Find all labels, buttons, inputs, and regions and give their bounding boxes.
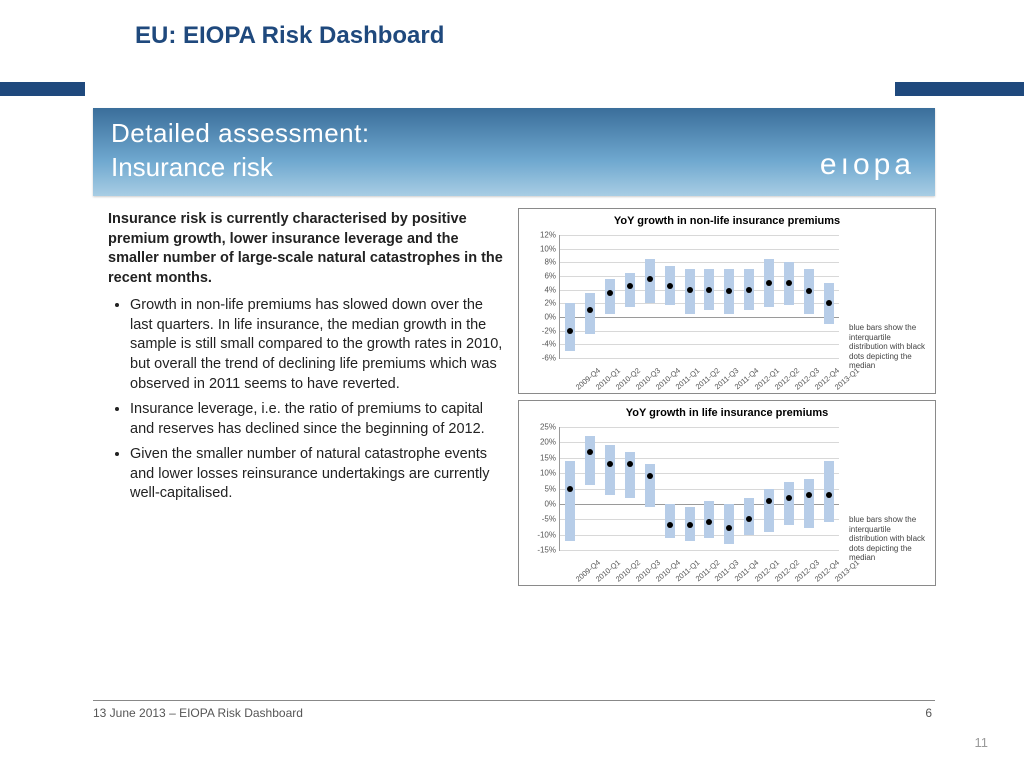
iqr-bar (625, 273, 635, 307)
median-dot (647, 473, 653, 479)
y-axis-label: 0% (530, 499, 556, 508)
median-dot (726, 288, 732, 294)
y-axis-label: -10% (530, 530, 556, 539)
bullet-list: Growth in non-life premiums has slowed d… (108, 296, 503, 504)
list-item: Insurance leverage, i.e. the ratio of pr… (130, 400, 503, 439)
iqr-bar (804, 479, 814, 528)
iqr-bar (605, 279, 615, 313)
median-dot (706, 287, 712, 293)
median-dot (607, 290, 613, 296)
median-dot (567, 486, 573, 492)
iqr-bar (605, 445, 615, 494)
chart-nonlife: YoY growth in non-life insurance premium… (518, 208, 936, 394)
median-dot (587, 449, 593, 455)
median-dot (687, 522, 693, 528)
y-axis-label: 15% (530, 453, 556, 462)
iqr-bar (764, 489, 774, 532)
y-axis-label: -5% (530, 515, 556, 524)
body-text: Insurance risk is currently characterise… (108, 210, 503, 510)
y-axis-label: 0% (530, 313, 556, 322)
y-axis-label: -6% (530, 354, 556, 363)
median-dot (627, 283, 633, 289)
banner-line2: Insurance risk (111, 152, 273, 183)
charts-panel: YoY growth in non-life insurance premium… (518, 208, 936, 592)
median-dot (766, 498, 772, 504)
median-dot (786, 280, 792, 286)
banner-line1: Detailed assessment: (111, 118, 370, 149)
y-axis-label: -15% (530, 546, 556, 555)
median-dot (607, 461, 613, 467)
y-axis-label: 20% (530, 438, 556, 447)
y-axis-label: 10% (530, 244, 556, 253)
median-dot (687, 287, 693, 293)
iqr-bar (665, 504, 675, 538)
chart-life: YoY growth in life insurance premiums -1… (518, 400, 936, 586)
median-dot (567, 328, 573, 334)
y-axis-label: 6% (530, 272, 556, 281)
y-axis-label: 25% (530, 423, 556, 432)
y-axis-label: -4% (530, 340, 556, 349)
median-dot (706, 519, 712, 525)
median-dot (746, 516, 752, 522)
chart-title: YoY growth in non-life insurance premium… (525, 215, 929, 227)
chart-plot: -15%-10%-5%0%5%10%15%20%25% (559, 427, 839, 551)
median-dot (786, 495, 792, 501)
y-axis-label: 5% (530, 484, 556, 493)
divider-bar (0, 82, 1024, 96)
iqr-bar (585, 436, 595, 485)
chart-note: blue bars show the interquartile distrib… (849, 515, 927, 563)
page-title: EU: EIOPA Risk Dashboard (135, 22, 444, 50)
y-axis-label: 2% (530, 299, 556, 308)
median-dot (667, 522, 673, 528)
median-dot (806, 288, 812, 294)
footer-outer-page: 11 (975, 735, 989, 750)
footer-divider (93, 700, 935, 701)
median-dot (826, 300, 832, 306)
footer-inner-page: 6 (925, 706, 932, 720)
iqr-bar (724, 504, 734, 544)
eiopa-logo: eıopa (820, 148, 915, 182)
list-item: Growth in non-life premiums has slowed d… (130, 296, 503, 394)
median-dot (726, 525, 732, 531)
y-axis-label: 12% (530, 231, 556, 240)
median-dot (587, 307, 593, 313)
chart-note: blue bars show the interquartile distrib… (849, 323, 927, 371)
iqr-bar (565, 461, 575, 541)
median-dot (627, 461, 633, 467)
median-dot (766, 280, 772, 286)
median-dot (826, 492, 832, 498)
list-item: Given the smaller number of natural cata… (130, 445, 503, 504)
iqr-bar (784, 482, 794, 525)
lead-paragraph: Insurance risk is currently characterise… (108, 210, 503, 288)
iqr-bar (645, 464, 655, 507)
y-axis-label: 10% (530, 469, 556, 478)
y-axis-label: 8% (530, 258, 556, 267)
median-dot (746, 287, 752, 293)
median-dot (647, 276, 653, 282)
iqr-bar (625, 452, 635, 498)
y-axis-label: 4% (530, 285, 556, 294)
median-dot (667, 283, 673, 289)
chart-title: YoY growth in life insurance premiums (525, 407, 929, 419)
iqr-bar (585, 293, 595, 334)
y-axis-label: -2% (530, 326, 556, 335)
footer-text: 13 June 2013 – EIOPA Risk Dashboard (93, 706, 303, 720)
median-dot (806, 492, 812, 498)
banner: Detailed assessment: Insurance risk eıop… (93, 108, 935, 196)
chart-plot: -6%-4%-2%0%2%4%6%8%10%12% (559, 235, 839, 359)
